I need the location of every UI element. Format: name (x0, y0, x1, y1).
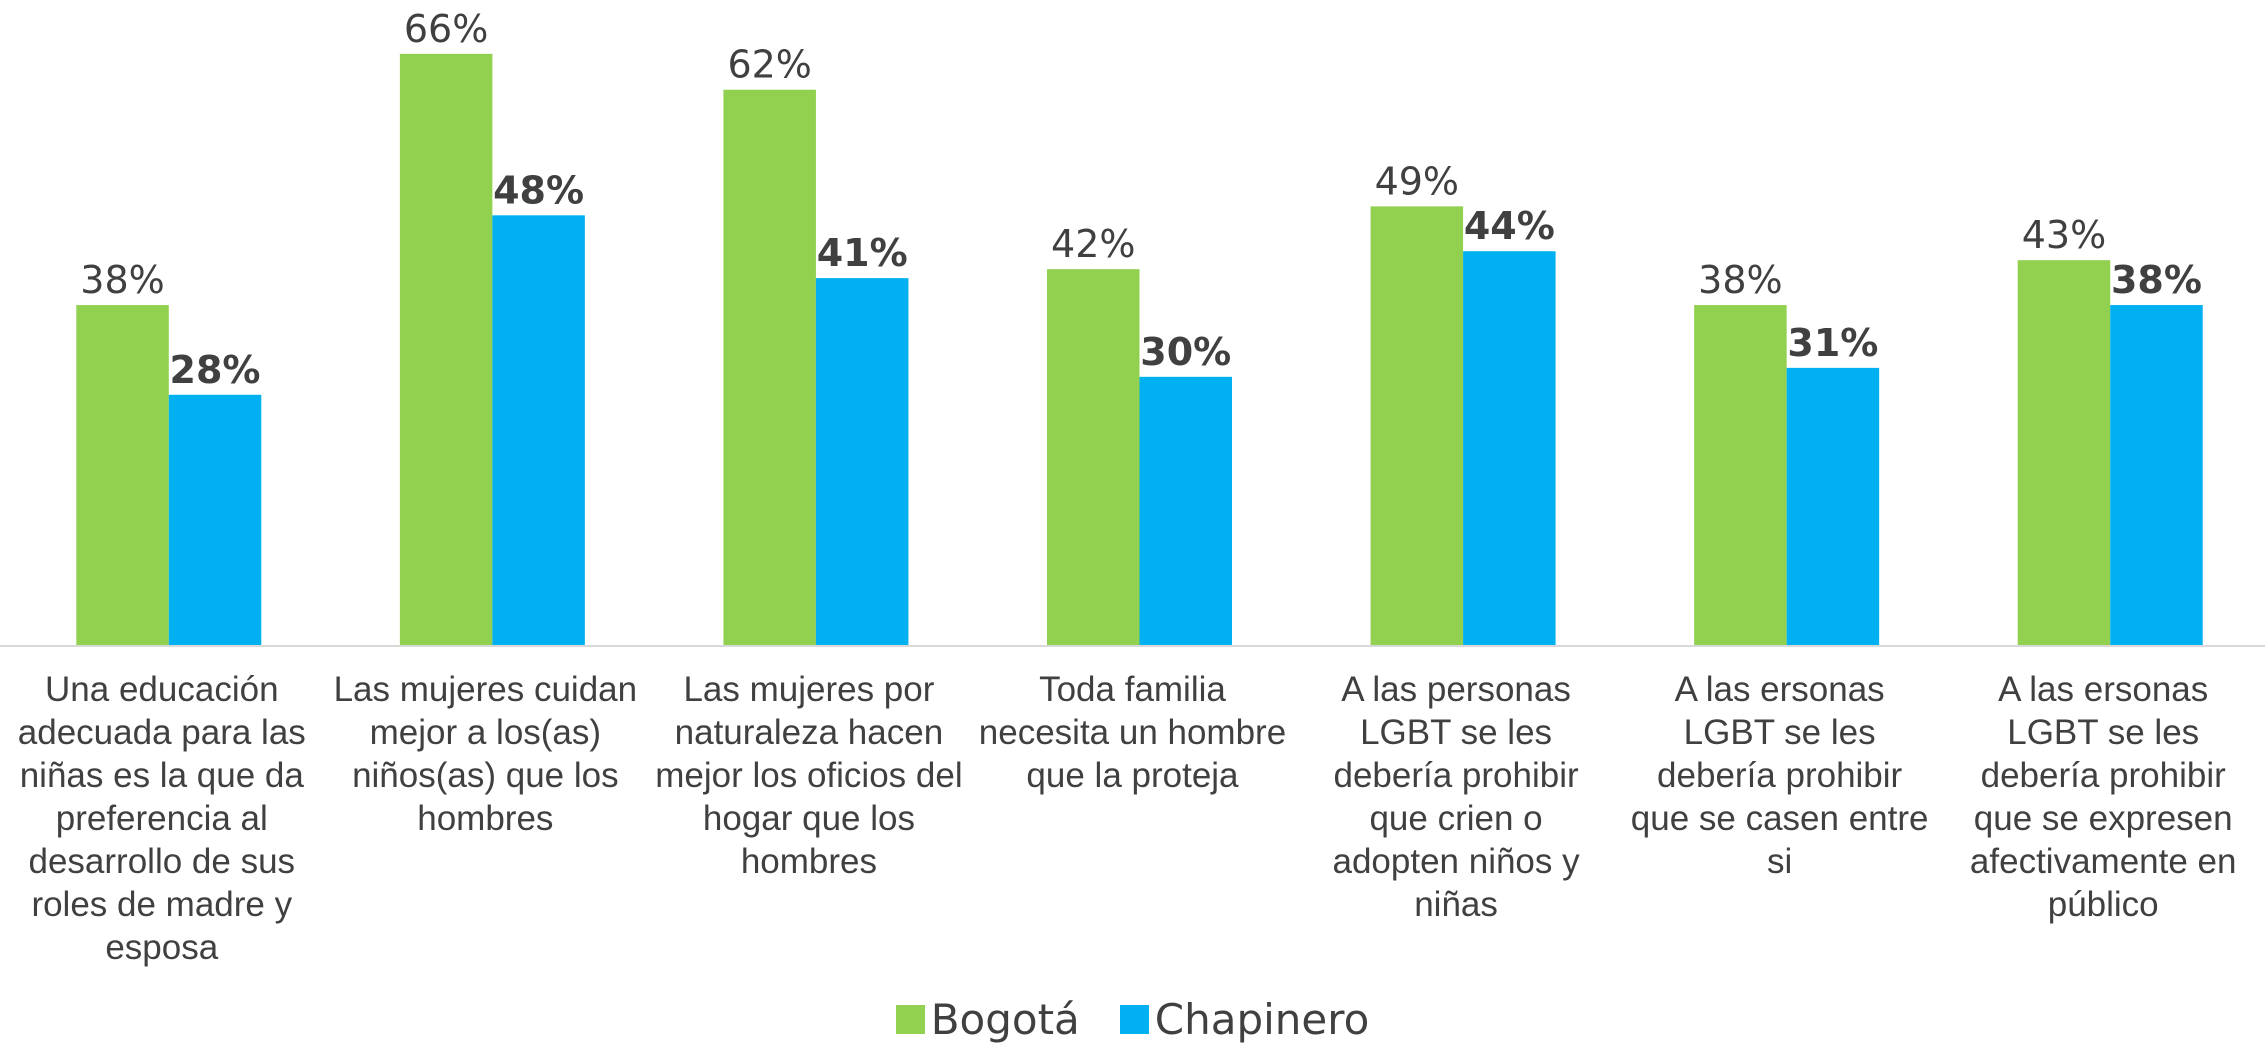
value-label: 30% (1140, 330, 1231, 374)
value-label: 38% (2111, 258, 2202, 302)
legend-item: Bogotá (895, 995, 1080, 1044)
bar (492, 215, 585, 647)
value-label: 43% (2022, 213, 2106, 257)
value-label: 48% (493, 168, 584, 212)
x-tick-label: Las mujeres cuidan mejor a los(as) niños… (333, 670, 638, 838)
plot: 38%28%66%48%62%41% 42%30%49%44%38%31%43%3… (0, 7, 2265, 647)
x-tick-label: Las mujeres por naturaleza hacen mejor l… (655, 670, 963, 881)
bar (399, 53, 493, 647)
bar (723, 89, 816, 646)
bar (168, 394, 262, 646)
value-label: 66% (404, 7, 488, 51)
bar (1370, 206, 1464, 646)
value-label: 31% (1787, 321, 1878, 365)
bar (2110, 305, 2203, 646)
value-label: 28% (170, 348, 261, 392)
bar (815, 278, 909, 646)
value-label: 44% (1464, 204, 1555, 248)
legend-label: Bogotá (930, 995, 1080, 1044)
value-label: 38% (1698, 258, 1782, 302)
x-tick-label: A las ersonas LGBT se les debería prohib… (1630, 670, 1929, 881)
bar (1786, 367, 1880, 646)
bar (76, 305, 169, 646)
value-label: 62% (727, 43, 811, 87)
legend-swatch (895, 1005, 925, 1034)
bar (1694, 305, 1787, 646)
x-tick-label: A las ersonas LGBT se les debería prohib… (1969, 670, 2237, 924)
x-tick-label: A las personas LGBT se les debería prohi… (1332, 670, 1580, 924)
x-tick-label: Toda familia necesita un hombre que la p… (978, 670, 1287, 795)
legend-item: Chapinero (1119, 995, 1370, 1044)
value-label: 49% (1375, 159, 1459, 203)
bar (2017, 260, 2111, 646)
bar (1463, 251, 1556, 646)
value-label: 38% (80, 258, 164, 302)
bar (1047, 269, 1140, 646)
value-label: 42% (1051, 222, 1135, 266)
x-tick-label: Una educación adecuada para las niñas es… (17, 670, 306, 967)
value-label: 41% (817, 231, 908, 275)
bar (1139, 376, 1232, 646)
legend-swatch (1119, 1005, 1149, 1034)
legend: Bogotá Chapinero (0, 995, 2265, 1044)
legend-label: Chapinero (1154, 995, 1370, 1044)
